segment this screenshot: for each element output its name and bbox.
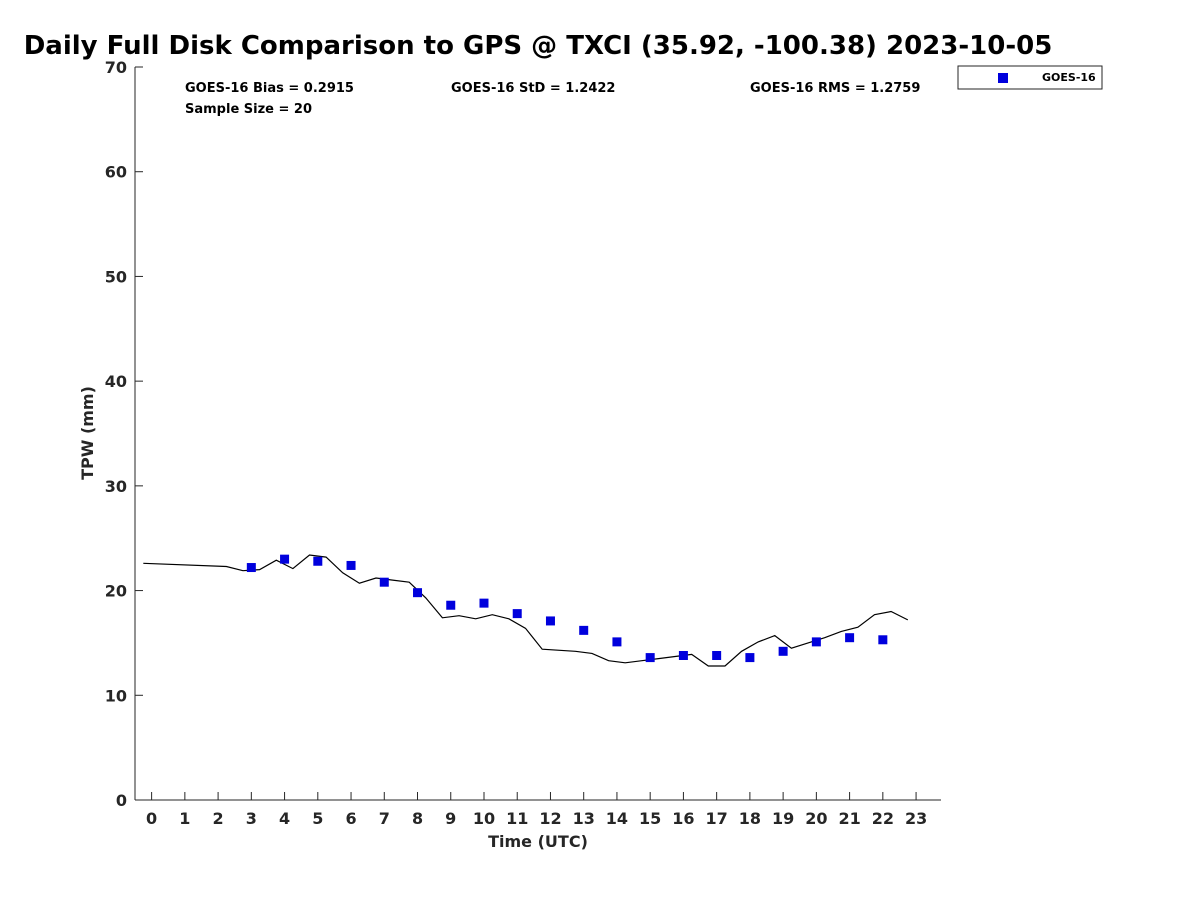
x-tick-label: 15 — [639, 809, 661, 828]
legend: GOES-16 — [957, 65, 1103, 90]
y-tick-label: 10 — [105, 686, 127, 705]
x-tick-label: 10 — [473, 809, 495, 828]
x-tick-label: 22 — [872, 809, 894, 828]
goes16-point — [545, 616, 555, 626]
goes16-point — [446, 600, 456, 610]
x-tick-label: 17 — [706, 809, 728, 828]
goes16-point — [678, 650, 688, 660]
goes16-point — [246, 563, 256, 573]
sample-size-stat: Sample Size = 20 — [185, 102, 312, 117]
goes16-point — [778, 646, 788, 656]
legend-marker — [998, 73, 1008, 83]
x-tick-label: 7 — [379, 809, 390, 828]
y-tick-label: 20 — [105, 582, 127, 601]
std-stat: GOES-16 StD = 1.2422 — [451, 81, 615, 96]
goes16-point — [745, 653, 755, 663]
x-tick-label: 14 — [606, 809, 628, 828]
x-tick-label: 8 — [412, 809, 423, 828]
x-tick-label: 3 — [246, 809, 257, 828]
x-tick-label: 4 — [279, 809, 290, 828]
y-tick-label: 60 — [105, 163, 127, 182]
goes16-point — [712, 650, 722, 660]
y-ticks: 0 10 20 30 40 50 60 70 — [105, 58, 143, 810]
y-tick-label: 30 — [105, 477, 127, 496]
x-tick-label: 20 — [805, 809, 827, 828]
goes16-point — [579, 625, 589, 635]
goes16-point — [413, 588, 423, 598]
x-tick-label: 1 — [179, 809, 190, 828]
rms-stat: GOES-16 RMS = 1.2759 — [750, 81, 920, 96]
goes16-point — [845, 633, 855, 643]
y-tick-label: 0 — [116, 791, 127, 810]
goes16-point — [811, 637, 821, 647]
y-tick-label: 40 — [105, 372, 127, 391]
goes16-point — [878, 635, 888, 645]
goes16-point — [313, 556, 323, 566]
legend-label: GOES-16 — [1042, 71, 1096, 84]
x-ticks: 0 1 2 3 4 5 6 7 8 9 10 11 12 13 14 15 16 17 18 19 20 21 22 23 — [146, 792, 927, 828]
bias-stat: GOES-16 Bias = 0.2915 — [185, 81, 354, 96]
x-tick-label: 5 — [312, 809, 323, 828]
y-tick-label: 50 — [105, 267, 127, 286]
axes — [134, 67, 941, 801]
x-tick-label: 2 — [213, 809, 224, 828]
y-axis-label: TPW (mm) — [78, 386, 97, 480]
chart-title: Daily Full Disk Comparison to GPS @ TXCI… — [24, 31, 1053, 61]
x-tick-label: 11 — [506, 809, 528, 828]
goes16-point — [379, 577, 389, 587]
x-axis-label: Time (UTC) — [488, 832, 588, 851]
legend-box — [957, 65, 1103, 90]
gps-line-series — [143, 554, 909, 667]
goes16-point — [512, 609, 522, 619]
x-tick-label: 18 — [739, 809, 761, 828]
y-tick-label: 70 — [105, 58, 127, 77]
goes16-point — [645, 653, 655, 663]
x-tick-label: 12 — [539, 809, 561, 828]
x-tick-label: 9 — [445, 809, 456, 828]
x-tick-label: 19 — [772, 809, 794, 828]
x-tick-label: 23 — [905, 809, 927, 828]
goes16-scatter-series — [246, 554, 888, 663]
gps-line — [143, 554, 909, 667]
goes16-point — [346, 560, 356, 570]
x-tick-label: 13 — [573, 809, 595, 828]
goes16-point — [280, 554, 290, 564]
x-tick-label: 6 — [345, 809, 356, 828]
goes16-point — [612, 637, 622, 647]
x-tick-label: 21 — [838, 809, 860, 828]
goes16-point — [479, 598, 489, 608]
x-tick-label: 0 — [146, 809, 157, 828]
x-tick-label: 16 — [672, 809, 694, 828]
